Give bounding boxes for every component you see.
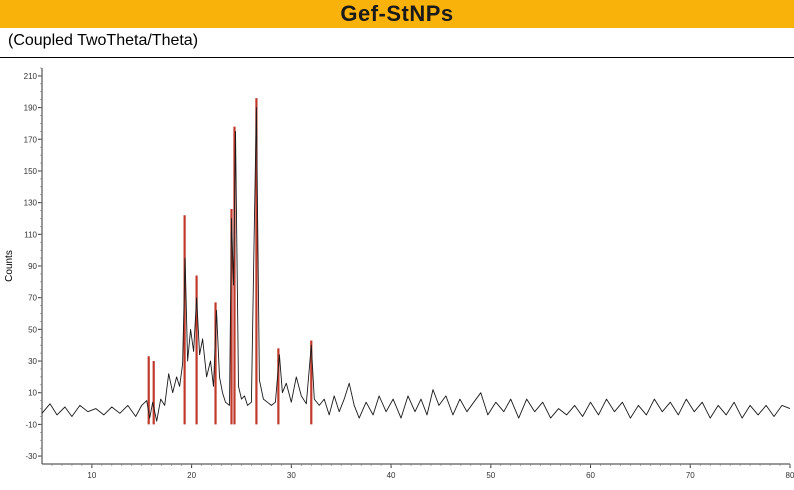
y-tick-label: 130 (24, 199, 38, 208)
x-tick-label: 80 (786, 471, 794, 480)
y-tick-label: 10 (28, 389, 37, 398)
x-tick-label: 70 (686, 471, 695, 480)
chart-subtitle: (Coupled TwoTheta/Theta) (8, 32, 199, 49)
y-tick-label: 150 (24, 167, 38, 176)
y-tick-label: -10 (25, 420, 37, 429)
x-tick-label: 20 (187, 471, 196, 480)
x-tick-label: 60 (586, 471, 595, 480)
y-axis-label: Counts (4, 250, 15, 282)
y-tick-label: 50 (28, 325, 37, 334)
y-tick-label: 90 (28, 262, 37, 271)
x-tick-label: 50 (486, 471, 495, 480)
x-tick-label: 10 (87, 471, 96, 480)
y-tick-label: 170 (24, 135, 38, 144)
y-tick-label: 190 (24, 104, 38, 113)
diffraction-pattern-line (41, 107, 791, 422)
xrd-chart: -30 -10 10 30 50 70 90 110 130 150 170 190 210 10 20 30… (4, 67, 794, 480)
header-divider (0, 57, 794, 58)
title-bar: Gef-StNPs (0, 0, 794, 28)
y-tick-label: 210 (24, 72, 38, 81)
y-tick-label: -30 (25, 452, 37, 461)
y-tick-label: 30 (28, 357, 37, 366)
x-tick-label: 40 (387, 471, 396, 480)
chart-title: Gef-StNPs (340, 1, 454, 26)
y-tick-label: 110 (24, 230, 37, 239)
x-tick-label: 30 (287, 471, 296, 480)
y-tick-label: 70 (28, 294, 37, 303)
